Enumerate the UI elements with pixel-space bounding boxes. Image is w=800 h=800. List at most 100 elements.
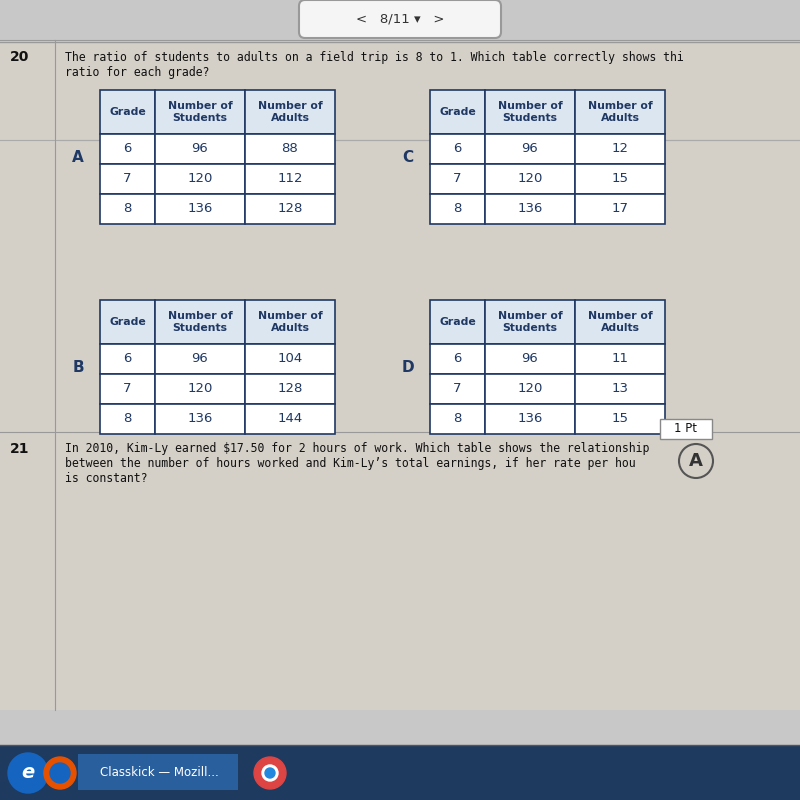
Bar — [485, 344, 575, 374]
Text: 120: 120 — [518, 173, 542, 186]
Text: ratio for each grade?: ratio for each grade? — [65, 66, 210, 79]
Text: is constant?: is constant? — [65, 472, 147, 485]
Text: 136: 136 — [187, 413, 213, 426]
FancyBboxPatch shape — [299, 0, 501, 38]
Text: Number of
Students: Number of Students — [498, 310, 562, 333]
Text: 144: 144 — [278, 413, 302, 426]
Text: B: B — [72, 359, 84, 374]
Bar — [575, 300, 665, 344]
Bar — [155, 90, 245, 134]
Bar — [100, 404, 155, 434]
Text: A: A — [689, 452, 703, 470]
Bar — [155, 300, 245, 344]
Bar — [485, 300, 575, 344]
Bar — [0, 40, 800, 710]
Text: 17: 17 — [611, 202, 629, 215]
Bar — [430, 344, 485, 374]
Text: <   8/11 ▾   >: < 8/11 ▾ > — [356, 13, 444, 26]
Text: 96: 96 — [522, 142, 538, 155]
Bar — [430, 300, 485, 344]
Text: Classkick — Mozill...: Classkick — Mozill... — [100, 766, 218, 778]
Circle shape — [254, 757, 286, 789]
Text: C: C — [402, 150, 414, 165]
Bar — [155, 344, 245, 374]
Text: In 2010, Kim-Ly earned $17.50 for 2 hours of work. Which table shows the relatio: In 2010, Kim-Ly earned $17.50 for 2 hour… — [65, 442, 650, 455]
Text: between the number of hours worked and Kim-Ly’s total earnings, if her rate per : between the number of hours worked and K… — [65, 457, 636, 470]
Bar — [155, 404, 245, 434]
Bar — [100, 300, 155, 344]
Text: The ratio of students to adults on a field trip is 8 to 1. Which table correctly: The ratio of students to adults on a fie… — [65, 51, 684, 64]
Bar — [245, 134, 335, 164]
Bar — [245, 90, 335, 134]
Bar — [0, 0, 800, 40]
Text: 7: 7 — [454, 382, 462, 395]
Bar — [155, 134, 245, 164]
Bar — [575, 194, 665, 224]
Circle shape — [44, 757, 76, 789]
Text: 96: 96 — [192, 353, 208, 366]
Circle shape — [8, 753, 48, 793]
Bar — [245, 374, 335, 404]
Bar — [245, 300, 335, 344]
Text: 6: 6 — [123, 142, 132, 155]
Bar — [245, 404, 335, 434]
Bar — [430, 134, 485, 164]
Bar — [100, 134, 155, 164]
Text: 7: 7 — [123, 173, 132, 186]
Text: 96: 96 — [192, 142, 208, 155]
Bar — [575, 134, 665, 164]
Bar — [575, 374, 665, 404]
Text: 7: 7 — [454, 173, 462, 186]
Text: 112: 112 — [278, 173, 302, 186]
Bar — [430, 374, 485, 404]
Text: 120: 120 — [518, 382, 542, 395]
Text: 6: 6 — [454, 142, 462, 155]
Bar — [430, 164, 485, 194]
Bar — [485, 374, 575, 404]
Bar — [155, 374, 245, 404]
Text: Grade: Grade — [439, 107, 476, 117]
Bar — [660, 419, 712, 439]
Bar — [100, 194, 155, 224]
Text: 8: 8 — [123, 413, 132, 426]
Circle shape — [50, 763, 70, 783]
Bar — [430, 194, 485, 224]
Text: 12: 12 — [611, 142, 629, 155]
Bar — [430, 90, 485, 134]
Text: Number of
Adults: Number of Adults — [258, 310, 322, 333]
Circle shape — [265, 768, 275, 778]
Text: 20: 20 — [10, 50, 30, 64]
Bar — [485, 404, 575, 434]
Text: e: e — [22, 763, 34, 782]
Bar — [485, 134, 575, 164]
Text: Grade: Grade — [109, 317, 146, 327]
Circle shape — [262, 765, 278, 781]
Text: 13: 13 — [611, 382, 629, 395]
Bar — [100, 344, 155, 374]
Text: 120: 120 — [187, 173, 213, 186]
Bar — [575, 344, 665, 374]
Text: 8: 8 — [454, 413, 462, 426]
Bar — [155, 164, 245, 194]
Text: Number of
Students: Number of Students — [168, 101, 232, 123]
Bar — [575, 90, 665, 134]
Text: 15: 15 — [611, 173, 629, 186]
Bar — [245, 344, 335, 374]
Text: D: D — [402, 359, 414, 374]
Bar — [0, 745, 800, 800]
Text: 136: 136 — [518, 413, 542, 426]
Bar — [485, 164, 575, 194]
Text: 96: 96 — [522, 353, 538, 366]
Bar — [100, 164, 155, 194]
Text: 15: 15 — [611, 413, 629, 426]
Text: 1 Pt: 1 Pt — [674, 422, 698, 435]
Bar — [575, 164, 665, 194]
Text: A: A — [72, 150, 84, 165]
Text: 7: 7 — [123, 382, 132, 395]
Text: Number of
Adults: Number of Adults — [258, 101, 322, 123]
Text: 104: 104 — [278, 353, 302, 366]
Bar — [100, 374, 155, 404]
Text: Number of
Adults: Number of Adults — [588, 101, 652, 123]
Text: Grade: Grade — [439, 317, 476, 327]
Bar — [100, 90, 155, 134]
